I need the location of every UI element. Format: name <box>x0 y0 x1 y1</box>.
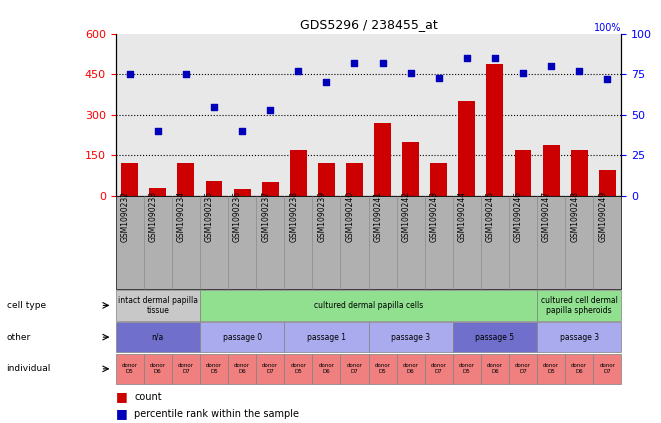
Text: donor
D7: donor D7 <box>515 363 531 374</box>
Point <box>461 55 472 61</box>
Point <box>434 74 444 81</box>
Text: donor
D6: donor D6 <box>319 363 334 374</box>
Text: donor
D5: donor D5 <box>290 363 306 374</box>
Text: ■: ■ <box>116 390 128 403</box>
Text: GSM1090232: GSM1090232 <box>121 191 130 242</box>
Text: donor
D6: donor D6 <box>150 363 166 374</box>
Text: intact dermal papilla
tissue: intact dermal papilla tissue <box>118 296 198 315</box>
Bar <box>177 163 194 196</box>
Text: percentile rank within the sample: percentile rank within the sample <box>134 409 299 419</box>
Bar <box>430 163 447 196</box>
Point <box>574 68 584 74</box>
Bar <box>486 63 504 196</box>
Text: cultured cell dermal
papilla spheroids: cultured cell dermal papilla spheroids <box>541 296 617 315</box>
Point <box>405 69 416 76</box>
Text: GSM1090242: GSM1090242 <box>402 191 410 242</box>
Text: cultured dermal papilla cells: cultured dermal papilla cells <box>314 301 423 310</box>
Bar <box>262 182 279 196</box>
Text: donor
D5: donor D5 <box>459 363 475 374</box>
Text: GSM1090234: GSM1090234 <box>177 191 186 242</box>
Bar <box>206 181 222 196</box>
Text: donor
D7: donor D7 <box>346 363 362 374</box>
Text: GSM1090246: GSM1090246 <box>514 191 523 242</box>
Point <box>602 76 613 82</box>
Point <box>349 60 360 66</box>
Bar <box>234 189 251 196</box>
Text: donor
D7: donor D7 <box>262 363 278 374</box>
Text: donor
D7: donor D7 <box>178 363 194 374</box>
Text: donor
D5: donor D5 <box>543 363 559 374</box>
Bar <box>402 142 419 196</box>
Point <box>321 79 332 86</box>
Text: GSM1090233: GSM1090233 <box>149 191 158 242</box>
Point <box>124 71 135 78</box>
Point <box>237 128 247 135</box>
Point <box>546 63 557 70</box>
Text: passage 3: passage 3 <box>560 332 599 342</box>
Bar <box>149 188 166 196</box>
Text: other: other <box>7 332 31 342</box>
Bar <box>458 102 475 196</box>
Text: GSM1090240: GSM1090240 <box>346 191 354 242</box>
Text: donor
D6: donor D6 <box>234 363 250 374</box>
Point <box>490 55 500 61</box>
Bar <box>346 163 363 196</box>
Text: individual: individual <box>7 364 51 374</box>
Bar <box>374 123 391 196</box>
Text: donor
D7: donor D7 <box>431 363 447 374</box>
Point <box>180 71 191 78</box>
Bar <box>599 170 615 196</box>
Text: passage 3: passage 3 <box>391 332 430 342</box>
Text: GSM1090239: GSM1090239 <box>317 191 327 242</box>
Text: donor
D6: donor D6 <box>571 363 587 374</box>
Text: cell type: cell type <box>7 301 46 310</box>
Text: GSM1090236: GSM1090236 <box>233 191 242 242</box>
Point <box>518 69 528 76</box>
Text: GSM1090249: GSM1090249 <box>598 191 607 242</box>
Text: donor
D5: donor D5 <box>375 363 391 374</box>
Text: ■: ■ <box>116 407 128 420</box>
Point <box>153 128 163 135</box>
Bar <box>570 150 588 196</box>
Text: GSM1090235: GSM1090235 <box>205 191 214 242</box>
Text: GSM1090243: GSM1090243 <box>430 191 439 242</box>
Text: donor
D6: donor D6 <box>487 363 503 374</box>
Bar <box>122 163 138 196</box>
Text: passage 0: passage 0 <box>223 332 262 342</box>
Text: GSM1090241: GSM1090241 <box>373 191 383 242</box>
Bar <box>318 163 334 196</box>
Text: passage 5: passage 5 <box>475 332 514 342</box>
Bar <box>543 145 559 196</box>
Text: 100%: 100% <box>594 23 621 33</box>
Title: GDS5296 / 238455_at: GDS5296 / 238455_at <box>299 18 438 31</box>
Text: donor
D5: donor D5 <box>122 363 137 374</box>
Bar <box>290 150 307 196</box>
Text: donor
D6: donor D6 <box>403 363 418 374</box>
Point <box>377 60 388 66</box>
Text: GSM1090237: GSM1090237 <box>261 191 270 242</box>
Text: GSM1090244: GSM1090244 <box>458 191 467 242</box>
Bar <box>514 150 531 196</box>
Text: GSM1090245: GSM1090245 <box>486 191 495 242</box>
Text: donor
D5: donor D5 <box>206 363 222 374</box>
Text: GSM1090247: GSM1090247 <box>542 191 551 242</box>
Text: passage 1: passage 1 <box>307 332 346 342</box>
Text: donor
D7: donor D7 <box>600 363 615 374</box>
Text: count: count <box>134 392 162 402</box>
Point <box>293 68 303 74</box>
Text: GSM1090238: GSM1090238 <box>290 191 298 242</box>
Text: n/a: n/a <box>151 332 164 342</box>
Point <box>265 107 276 113</box>
Point <box>209 103 219 110</box>
Text: GSM1090248: GSM1090248 <box>570 191 579 242</box>
